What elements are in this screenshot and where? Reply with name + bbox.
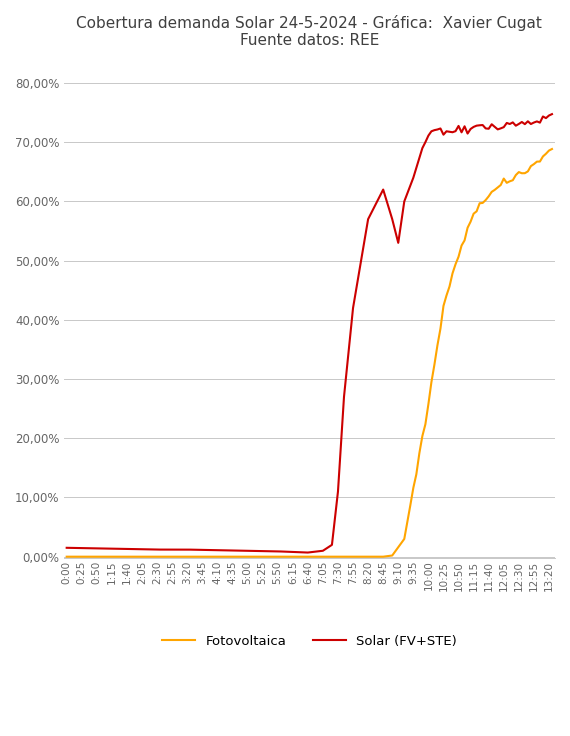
Solar (FV+STE)	[220, 546, 227, 555]
Solar (FV+STE)	[223, 546, 230, 555]
Fotovoltaica	[452, 260, 459, 269]
Solar (FV+STE)	[386, 205, 393, 213]
Fotovoltaica	[548, 144, 555, 153]
Solar (FV+STE)	[304, 548, 311, 557]
Solar (FV+STE)	[452, 127, 459, 135]
Solar (FV+STE)	[63, 543, 70, 552]
Solar (FV+STE)	[548, 110, 555, 118]
Fotovoltaica	[449, 269, 456, 277]
Solar (FV+STE)	[105, 544, 112, 553]
Fotovoltaica	[63, 552, 70, 561]
Legend: Fotovoltaica, Solar (FV+STE): Fotovoltaica, Solar (FV+STE)	[157, 629, 462, 654]
Fotovoltaica	[220, 552, 227, 561]
Title: Cobertura demanda Solar 24-5-2024 - Gráfica:  Xavier Cugat
Fuente datos: REE: Cobertura demanda Solar 24-5-2024 - Gráf…	[76, 15, 542, 49]
Line: Solar (FV+STE): Solar (FV+STE)	[67, 114, 552, 553]
Fotovoltaica	[223, 552, 230, 561]
Fotovoltaica	[383, 552, 390, 561]
Fotovoltaica	[105, 552, 112, 561]
Line: Fotovoltaica: Fotovoltaica	[67, 149, 552, 556]
Solar (FV+STE)	[455, 121, 462, 130]
